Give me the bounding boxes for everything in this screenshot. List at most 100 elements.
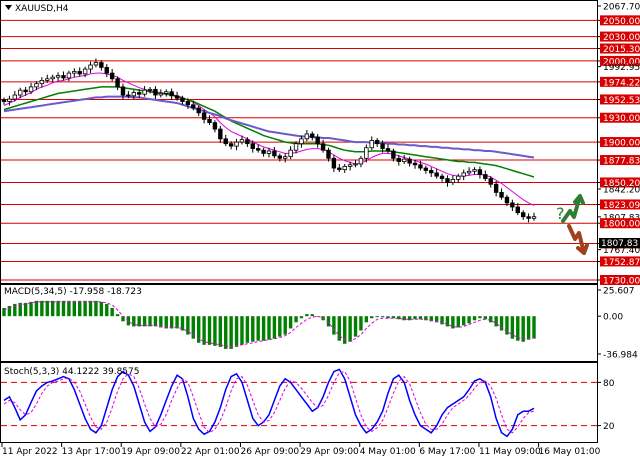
- candle-body: [12, 94, 18, 100]
- candle-body: [109, 72, 115, 80]
- y-tick-label: 1752.87: [603, 258, 640, 268]
- macd-histogram-bar: [494, 316, 498, 327]
- candle-body: [266, 150, 272, 154]
- macd-histogram-bar: [483, 316, 488, 320]
- x-tick-label: 4 May 01:00: [360, 447, 416, 457]
- candle-body: [488, 178, 493, 185]
- candle-body: [164, 91, 169, 94]
- candle-body: [234, 141, 239, 147]
- macd-histogram-bar: [164, 316, 168, 329]
- x-tick-label: 6 May 17:00: [419, 447, 475, 457]
- candle-body: [93, 62, 99, 66]
- candle-body: [39, 80, 45, 85]
- y-tick-label: 1823.09: [603, 201, 640, 211]
- macd-histogram-bar: [310, 314, 314, 317]
- stoch-signal-line: [3, 371, 535, 434]
- macd-histogram-bar: [29, 301, 33, 317]
- candle-body: [126, 94, 131, 97]
- macd-histogram-bar: [451, 316, 455, 329]
- collapse-triangle-icon[interactable]: [5, 5, 12, 10]
- candle-body: [153, 88, 158, 96]
- macd-histogram-bar: [61, 300, 66, 317]
- level-badge: [600, 31, 640, 42]
- candle-body: [88, 64, 93, 70]
- macd-histogram-bar: [240, 316, 244, 345]
- candle-body: [34, 83, 39, 88]
- candle-body: [531, 216, 537, 219]
- current-price-tag: 1807.83: [599, 238, 640, 249]
- macd-histogram-bar: [191, 316, 195, 339]
- macd-histogram-bar: [489, 316, 493, 323]
- macd-histogram-bar: [413, 316, 417, 320]
- macd-histogram-bar: [7, 305, 12, 317]
- ma-line: [3, 95, 535, 159]
- time-axis: 11 Apr 2022 13 Apr 17:00 19 Apr 09:00 22 Ap…: [1, 443, 601, 457]
- macd-histogram-bar: [196, 316, 201, 343]
- macd-histogram-bar: [105, 303, 109, 317]
- macd-histogram-bar: [526, 316, 531, 340]
- y-tick-label: 2015.30: [603, 45, 640, 55]
- current-price-badge: [599, 238, 640, 248]
- symbol-title: XAUUSD,H4: [15, 4, 69, 14]
- y-tick-label: 2050.00: [603, 17, 640, 27]
- x-tick-label: 11 May 09:00: [479, 447, 541, 457]
- macd-histogram-bar: [305, 314, 309, 317]
- candle-body: [174, 95, 180, 99]
- macd-histogram-bar: [375, 316, 379, 318]
- x-tick-label: 19 Apr 09:00: [121, 447, 180, 457]
- macd-histogram-bar: [337, 316, 342, 341]
- macd-histogram-bar: [18, 302, 22, 317]
- level-badge: [600, 177, 640, 188]
- macd-histogram-bar: [272, 316, 277, 339]
- y-tick-label: 1800.00: [603, 220, 640, 230]
- macd-histogram-bar: [110, 308, 114, 317]
- macd-tick-label: 25.607: [603, 287, 635, 297]
- macd-histogram-bar: [456, 316, 460, 328]
- macd-histogram-bar: [234, 316, 239, 347]
- macd-histogram-bar: [505, 316, 509, 335]
- macd-histogram-bar: [148, 316, 152, 327]
- candle-body: [320, 143, 326, 151]
- y-tick-label: 1930.00: [603, 114, 640, 124]
- scenario-arrows: ?: [556, 194, 589, 255]
- candle-body: [255, 148, 261, 151]
- macd-histogram-bar: [461, 316, 466, 326]
- candle-body: [391, 150, 396, 159]
- candle-body: [412, 162, 418, 166]
- x-tick-label: 29 Apr 09:00: [300, 447, 359, 457]
- macd-histogram-bar: [521, 316, 525, 342]
- candle-body: [201, 112, 207, 120]
- macd-histogram-bar: [516, 316, 520, 341]
- level-badge: [600, 256, 640, 267]
- macd-histogram-bar: [467, 316, 471, 324]
- macd-histogram-bar: [159, 316, 163, 328]
- macd-histogram-bar: [34, 300, 39, 317]
- macd-indicator: 25.607 0.00 -36.984: [2, 287, 638, 361]
- macd-histogram-bar: [359, 316, 363, 331]
- y-tick-label: 1850.20: [603, 179, 640, 189]
- candle-body: [239, 139, 245, 143]
- candle-body: [515, 206, 520, 214]
- macd-histogram-bar: [343, 316, 347, 344]
- macd-histogram-bar: [429, 316, 433, 322]
- y-tick-label: 1730.00: [603, 277, 640, 287]
- candle-body: [245, 139, 250, 145]
- macd-histogram-bar: [348, 316, 352, 342]
- candle-body: [223, 138, 228, 145]
- bullish-arrow-icon: [561, 194, 585, 223]
- candle-body: [207, 118, 212, 123]
- macd-histogram-bar: [115, 314, 120, 317]
- macd-histogram-bar: [353, 316, 358, 337]
- macd-histogram-bar: [499, 316, 504, 331]
- candle-body: [310, 133, 315, 138]
- y-tick-label: 1767.40: [603, 246, 640, 256]
- candle-body: [61, 75, 66, 79]
- stoch-main-line: [3, 368, 535, 438]
- macd-histogram-bar: [121, 316, 125, 322]
- candle-body: [353, 163, 358, 166]
- macd-histogram-bar: [186, 316, 190, 335]
- symbol-header: XAUUSD,H4: [5, 4, 69, 14]
- candle-body: [261, 149, 266, 154]
